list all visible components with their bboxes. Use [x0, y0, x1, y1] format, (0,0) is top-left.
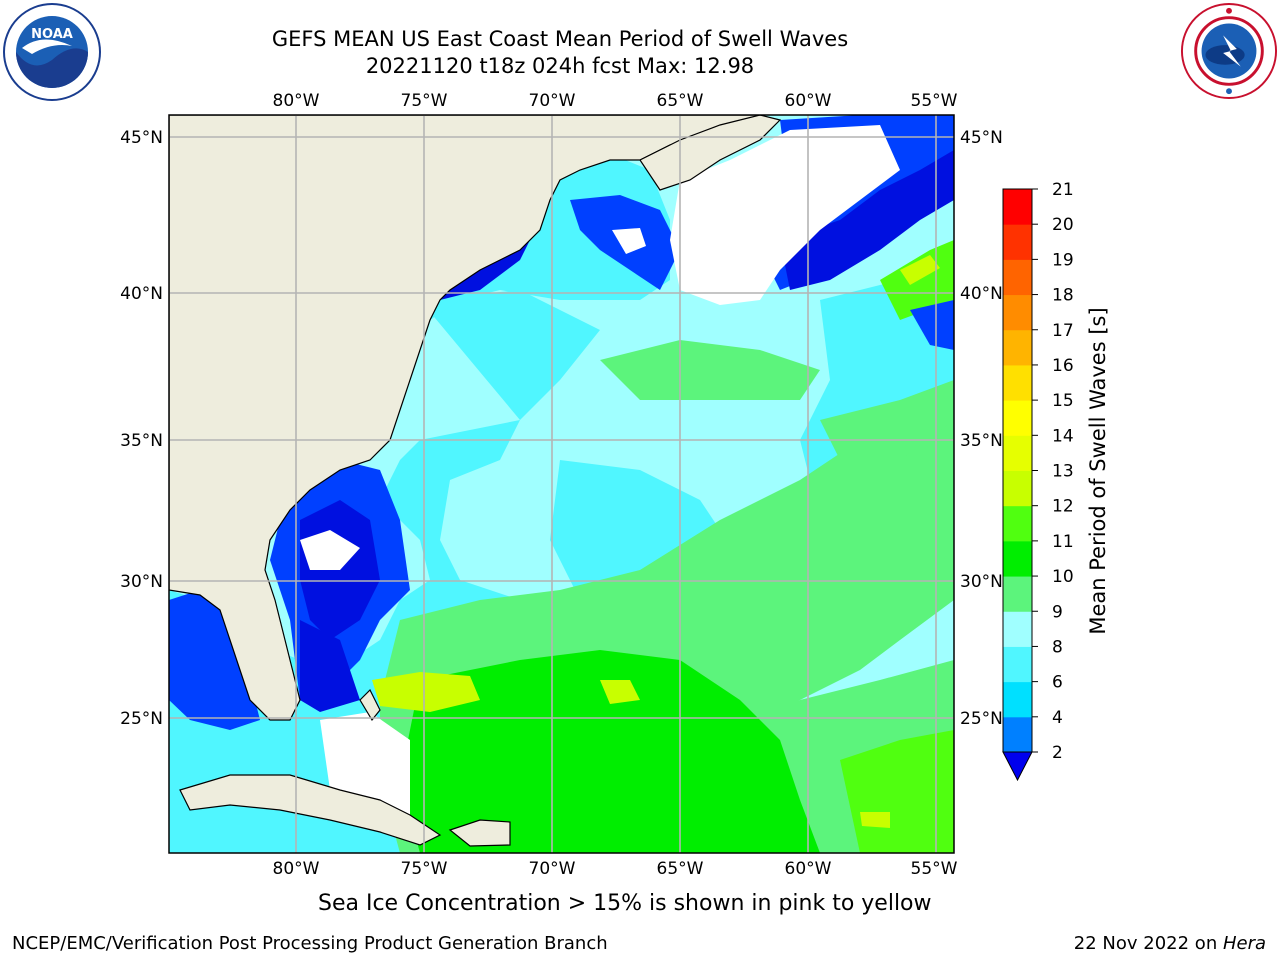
swell-region-yellow-green-central — [600, 680, 640, 704]
swell-region-darkblue-florida-east — [300, 620, 360, 712]
footer-date-text: 22 Nov 2022 on — [1073, 933, 1223, 954]
colorbar-label: Mean Period of Swell Waves [s] — [1086, 307, 1110, 634]
colorbar-tick-label: 17 — [1052, 321, 1074, 341]
lon-label-top: 80°W — [273, 91, 320, 111]
lon-label-bottom: 80°W — [273, 859, 320, 879]
colorbar-tick-label: 12 — [1052, 497, 1074, 517]
colorbar: 2 4 6 8 9 10 11 12 13 14 15 16 17 18 19 20 21 — [1002, 180, 1074, 782]
land-nova-scotia — [639, 115, 782, 191]
map-plot-area — [169, 115, 954, 853]
lon-label-top: 75°W — [401, 91, 448, 111]
lon-label-bottom: 75°W — [401, 859, 448, 879]
sea-ice-note: Sea Ice Concentration > 15% is shown in … — [318, 891, 932, 916]
footer-machine: Hera — [1222, 933, 1266, 954]
swell-region-undefined-gulf-of-maine — [612, 228, 646, 254]
map-subtitle: 20221120 t18z 024h fcst Max: 12.98 — [365, 54, 755, 78]
footer-date: 22 Nov 2022 on Hera — [1074, 933, 1266, 954]
graticule — [169, 115, 954, 853]
noaa-logo-text: NOAA — [31, 27, 73, 42]
nws-logo-icon — [1180, 2, 1278, 100]
lat-labels-right: 45°N 40°N 35°N 30°N 25°N — [960, 128, 1003, 729]
colorbar-tick-label: 9 — [1052, 602, 1063, 622]
swell-region-yellow-green-12-13 — [372, 672, 480, 712]
lat-label-right: 30°N — [960, 572, 1003, 592]
colorbar-tick-label: 8 — [1052, 637, 1063, 657]
land-hispaniola — [448, 819, 511, 847]
colorbar-tick-label: 4 — [1052, 708, 1063, 728]
lat-label-left: 25°N — [120, 709, 163, 729]
lat-label-right: 45°N — [960, 128, 1003, 148]
colorbar-segment — [1003, 470, 1032, 507]
lon-label-bottom: 65°W — [657, 859, 704, 879]
colorbar-segment — [1003, 189, 1032, 225]
lon-label-top: 65°W — [657, 91, 704, 111]
colorbar-tick-label: 10 — [1052, 567, 1074, 587]
colorbar-segment — [1003, 540, 1032, 577]
colorbar-segment — [1003, 681, 1032, 718]
swell-region-undefined-north — [670, 125, 900, 305]
colorbar-tick-label: 14 — [1052, 426, 1074, 446]
footer-branch: NCEP/EMC/Verification Post Processing Pr… — [12, 933, 608, 954]
colorbar-segment — [1003, 435, 1032, 471]
colorbar-tick-label: 16 — [1052, 356, 1074, 376]
colorbar-segment — [1003, 576, 1032, 612]
lon-label-top: 70°W — [529, 91, 576, 111]
lon-label-bottom: 55°W — [911, 859, 958, 879]
swell-region-blue-gulf — [169, 590, 260, 730]
lon-label-top: 60°W — [785, 91, 832, 111]
colorbar-segment — [1003, 505, 1032, 542]
lat-label-left: 45°N — [120, 128, 163, 148]
lon-label-bottom: 60°W — [785, 859, 832, 879]
colorbar-tick-label: 19 — [1052, 250, 1074, 270]
lat-label-left: 35°N — [120, 431, 163, 451]
colorbar-tick-label: 13 — [1052, 462, 1074, 482]
swell-region-yellow-green-east — [900, 255, 940, 285]
lat-label-right: 40°N — [960, 284, 1003, 304]
land-cuba — [179, 774, 442, 846]
colorbar-tick-label: 18 — [1052, 286, 1074, 306]
swell-region-yellow-green-south — [860, 812, 890, 828]
colorbar-segment — [1003, 294, 1032, 331]
map-frame — [168, 114, 955, 854]
colorbar-tick-label: 21 — [1052, 180, 1074, 200]
lat-label-right: 25°N — [960, 709, 1003, 729]
lat-label-right: 35°N — [960, 431, 1003, 451]
lon-label-top: 55°W — [911, 91, 958, 111]
swell-region-blue-east — [910, 300, 954, 350]
lat-labels-left: 45°N 40°N 35°N 30°N 25°N — [120, 128, 163, 729]
land-bahamas — [359, 688, 381, 722]
colorbar-segment — [1003, 646, 1032, 683]
colorbar-tick-label: 6 — [1052, 673, 1063, 693]
map-title: GEFS MEAN US East Coast Mean Period of S… — [271, 27, 849, 51]
swell-region-green-mid — [600, 340, 820, 400]
colorbar-segment — [1003, 611, 1032, 647]
lon-label-bottom: 70°W — [529, 859, 576, 879]
noaa-logo-icon: NOAA — [3, 3, 101, 101]
colorbar-segment — [1003, 224, 1032, 260]
lon-labels-top: 80°W 75°W 70°W 65°W 60°W 55°W — [273, 91, 958, 111]
colorbar-tick-label: 2 — [1052, 743, 1063, 763]
colorbar-segment — [1003, 716, 1032, 753]
lat-label-left: 30°N — [120, 572, 163, 592]
swell-region-darkblue-canada — [780, 150, 954, 290]
colorbar-segment — [1003, 329, 1032, 366]
colorbar-tick-label: 15 — [1052, 391, 1074, 411]
colorbar-tick-label: 20 — [1052, 215, 1074, 235]
lon-labels-bottom: 80°W 75°W 70°W 65°W 60°W 55°W — [273, 859, 958, 879]
colorbar-extend-triangle — [1002, 751, 1033, 782]
lat-label-left: 40°N — [120, 284, 163, 304]
colorbar-segment — [1003, 364, 1032, 401]
colorbar-segment — [1003, 259, 1032, 296]
colorbar-tick-label: 11 — [1052, 532, 1074, 552]
colorbar-segment — [1003, 400, 1032, 436]
swell-region-undefined-carolina — [300, 530, 360, 570]
swell-region-green-10-11 — [400, 650, 820, 853]
